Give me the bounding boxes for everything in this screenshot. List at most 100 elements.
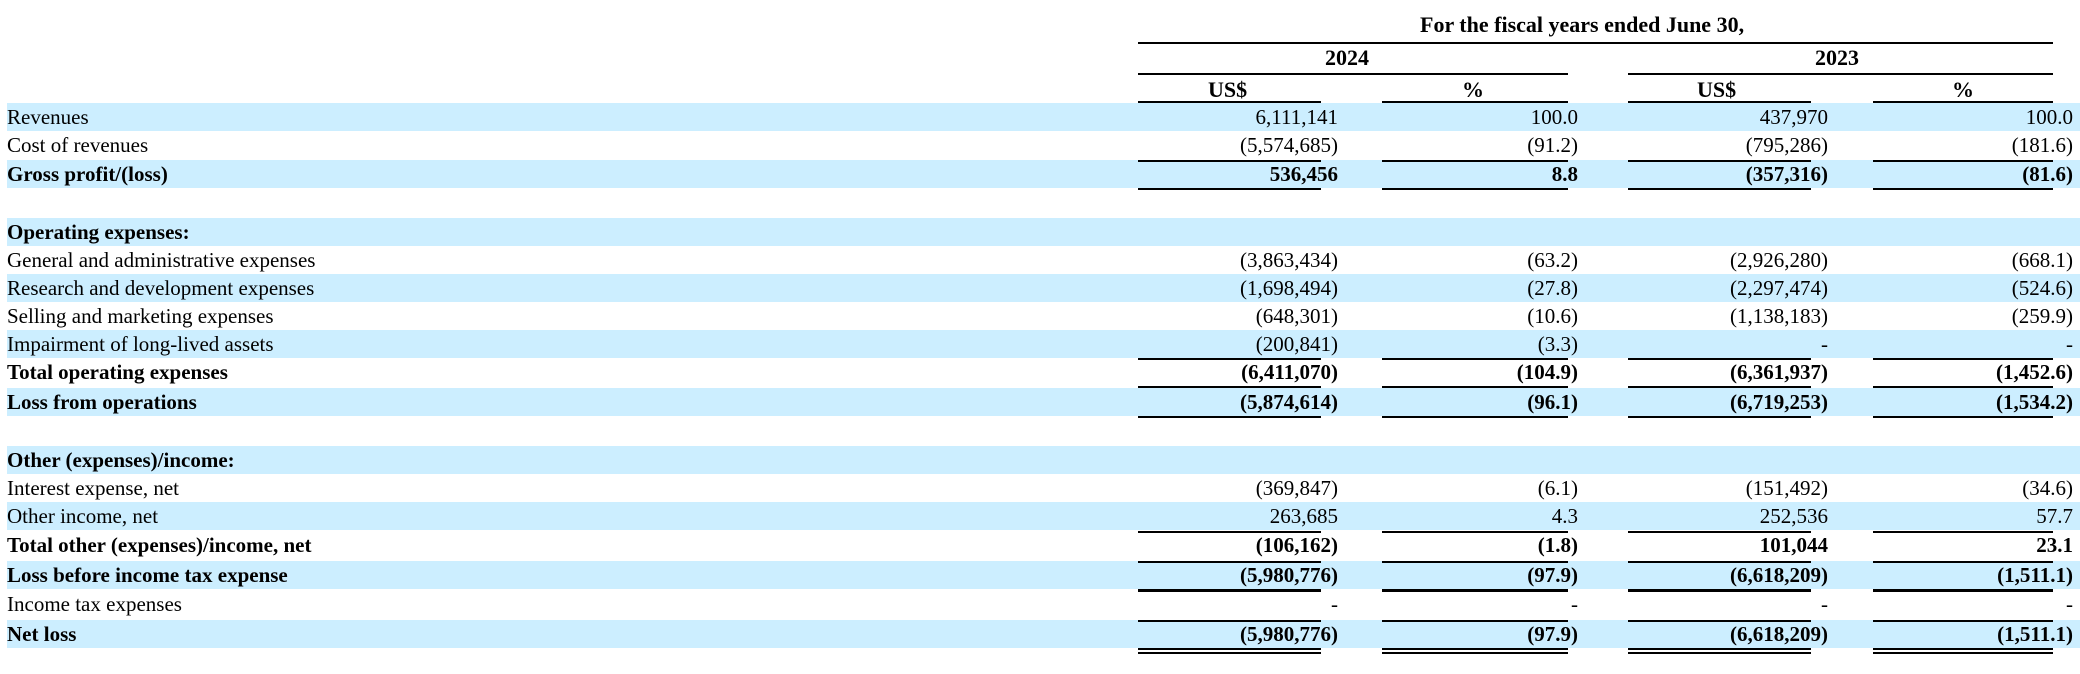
usd-2024-cell: (6,411,070) xyxy=(1241,360,1338,384)
pct-2024-cell: (1.8) xyxy=(1537,533,1578,557)
row-label: Loss before income tax expense xyxy=(7,563,288,587)
subtotal-rule xyxy=(1382,160,1568,162)
row-label: Selling and marketing expenses xyxy=(7,304,274,328)
subtotal-rule xyxy=(1873,160,2053,162)
row-label: Net loss xyxy=(7,622,77,646)
pct-2023-cell: (668.1) xyxy=(2011,248,2073,272)
pct-2023-cell: 57.7 xyxy=(2036,504,2073,528)
row-label: Gross profit/(loss) xyxy=(7,162,168,186)
subtotal-rule xyxy=(1138,358,1321,360)
usd-2023-cell: (6,618,209) xyxy=(1730,622,1828,646)
subtotal-rule xyxy=(1382,620,1568,622)
pct-2023-cell: 23.1 xyxy=(2036,533,2073,557)
row-label: Research and development expenses xyxy=(7,276,315,300)
usd-2024-cell: (200,841) xyxy=(1255,332,1338,356)
table-row: Impairment of long-lived assets (200,841)… xyxy=(7,330,2080,358)
total-underline xyxy=(1873,386,2053,388)
subtotal-rule xyxy=(1138,590,1321,592)
row-label: Loss from operations xyxy=(7,390,197,414)
usd-2023-cell: (2,297,474) xyxy=(1730,276,1828,300)
table-row: Operating expenses: xyxy=(7,218,2080,246)
pct-2024-cell: 8.8 xyxy=(1551,162,1578,186)
subtotal-rule xyxy=(1873,590,2053,592)
usd-2023-cell: (151,492) xyxy=(1745,476,1828,500)
subtotal-rule xyxy=(1628,531,1811,533)
table-row: General and administrative expenses (3,86… xyxy=(7,246,2080,274)
usd-2023-cell: 437,970 xyxy=(1759,105,1828,129)
table-row: Total operating expenses (6,411,070) (104.… xyxy=(7,358,2080,386)
double-underline xyxy=(1138,648,1321,650)
pct-2024-cell: (97.9) xyxy=(1527,563,1578,587)
double-underline xyxy=(1873,652,2053,654)
row-label: Revenues xyxy=(7,105,89,129)
double-underline xyxy=(1628,652,1811,654)
usd-2024-cell: (5,574,685) xyxy=(1240,133,1338,157)
usd-2024-cell: - xyxy=(1331,592,1338,616)
usd-2023-cell: (6,618,209) xyxy=(1730,563,1828,587)
usd-2023-cell: (1,138,183) xyxy=(1730,304,1828,328)
unit-pct-2024-rule xyxy=(1382,101,1568,103)
pct-2024-cell: (63.2) xyxy=(1527,248,1578,272)
pct-2024-cell: (97.9) xyxy=(1527,622,1578,646)
row-label: Income tax expenses xyxy=(7,592,182,616)
total-underline xyxy=(1138,416,1321,418)
pct-2023-cell: - xyxy=(2066,592,2073,616)
unit-usd-2023-rule xyxy=(1628,101,1811,103)
total-underline xyxy=(1382,386,1568,388)
double-underline xyxy=(1138,652,1321,654)
usd-2023-cell: (6,719,253) xyxy=(1730,390,1828,414)
table-row: Research and development expenses (1,698,… xyxy=(7,274,2080,302)
pct-2024-cell: (10.6) xyxy=(1527,304,1578,328)
table-row: Loss from operations (5,874,614) (96.1) (6,… xyxy=(7,388,2080,416)
table-row: Other (expenses)/income: xyxy=(7,446,2080,474)
period-header-rule xyxy=(1138,42,2053,44)
usd-2024-cell: 6,111,141 xyxy=(1255,105,1338,129)
row-label: Operating expenses: xyxy=(7,220,190,244)
pct-2024-cell: (91.2) xyxy=(1527,133,1578,157)
total-underline xyxy=(1628,386,1811,388)
subtotal-rule xyxy=(1873,531,2053,533)
pct-2024-cell: (27.8) xyxy=(1527,276,1578,300)
total-underline xyxy=(1628,416,1811,418)
usd-2024-cell: (3,863,434) xyxy=(1240,248,1338,272)
total-underline xyxy=(1138,386,1321,388)
usd-2023-cell: 252,536 xyxy=(1759,504,1828,528)
pct-2023-cell: (1,534.2) xyxy=(1996,390,2073,414)
usd-2024-cell: (106,162) xyxy=(1255,533,1338,557)
total-underline xyxy=(1138,188,1321,190)
total-underline xyxy=(1873,416,2053,418)
pct-2023-cell: (1,511.1) xyxy=(1997,622,2073,646)
spacer-row xyxy=(7,417,2080,445)
table-row: Income tax expenses - - - - xyxy=(7,590,2080,618)
subtotal-rule xyxy=(1138,160,1321,162)
row-label: Cost of revenues xyxy=(7,133,149,157)
pct-2024-cell: (6.1) xyxy=(1537,476,1578,500)
row-label: Total operating expenses xyxy=(7,360,228,384)
pct-2023-cell: (81.6) xyxy=(2022,162,2073,186)
table-row: Other income, net 263,685 4.3 252,536 57.7 xyxy=(7,502,2080,530)
subtotal-rule xyxy=(1628,590,1811,592)
subtotal-rule xyxy=(1382,358,1568,360)
usd-2024-cell: (369,847) xyxy=(1255,476,1338,500)
subtotal-rule xyxy=(1628,620,1811,622)
pct-2023-cell: (1,452.6) xyxy=(1996,360,2073,384)
subtotal-rule xyxy=(1628,358,1811,360)
unit-usd-2024-header: US$ xyxy=(1208,77,1248,102)
period-header: For the fiscal years ended June 30, xyxy=(1420,12,1745,37)
pct-2024-cell: (104.9) xyxy=(1516,360,1578,384)
row-label: General and administrative expenses xyxy=(7,248,316,272)
table-row: Total other (expenses)/income, net (106,1… xyxy=(7,531,2080,559)
pct-2023-cell: 100.0 xyxy=(2025,105,2073,129)
subtotal-rule xyxy=(1382,561,1568,563)
double-underline xyxy=(1382,648,1568,650)
subtotal-rule xyxy=(1138,561,1321,563)
pct-2024-cell: 4.3 xyxy=(1551,504,1578,528)
pct-2024-cell: 100.0 xyxy=(1530,105,1578,129)
total-underline xyxy=(1628,188,1811,190)
usd-2024-cell: (5,980,776) xyxy=(1240,563,1338,587)
double-underline xyxy=(1628,648,1811,650)
row-label: Other income, net xyxy=(7,504,159,528)
table-row: Cost of revenues (5,574,685) (91.2) (795,28… xyxy=(7,131,2080,159)
usd-2024-cell: (1,698,494) xyxy=(1240,276,1338,300)
row-label: Interest expense, net xyxy=(7,476,180,500)
